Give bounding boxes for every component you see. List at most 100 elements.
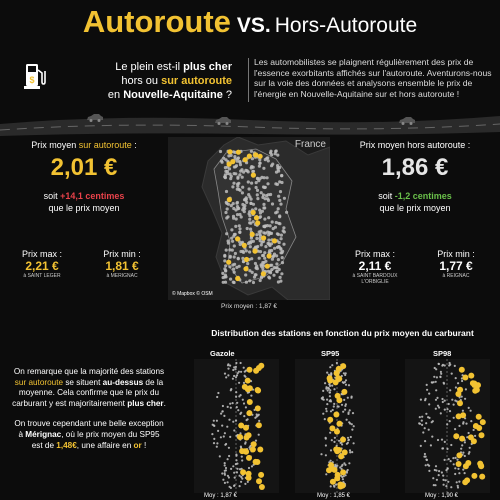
- station-dot[interactable]: [273, 246, 277, 250]
- station-point[interactable]: [217, 429, 220, 432]
- station-point[interactable]: [348, 449, 352, 452]
- station-point[interactable]: [224, 466, 228, 470]
- station-dot[interactable]: [247, 187, 251, 191]
- station-point[interactable]: [428, 392, 431, 395]
- station-dot[interactable]: [272, 273, 276, 277]
- station-dot[interactable]: [275, 254, 279, 258]
- station-point[interactable]: [454, 472, 457, 476]
- station-dot[interactable]: [276, 207, 280, 211]
- highway-station-point[interactable]: [329, 425, 336, 432]
- station-dot[interactable]: [234, 224, 238, 228]
- station-point[interactable]: [226, 405, 229, 408]
- highway-station-point[interactable]: [246, 454, 252, 461]
- station-dot[interactable]: [261, 253, 265, 258]
- highway-station-dot[interactable]: [271, 238, 278, 244]
- highway-station-point[interactable]: [462, 463, 469, 470]
- station-dot[interactable]: [221, 271, 225, 275]
- highway-station-dot[interactable]: [235, 236, 241, 242]
- station-point[interactable]: [223, 432, 226, 435]
- station-dot[interactable]: [279, 247, 283, 251]
- station-dot[interactable]: [220, 160, 224, 164]
- station-dot[interactable]: [232, 244, 236, 248]
- station-point[interactable]: [250, 465, 254, 468]
- station-point[interactable]: [463, 472, 466, 475]
- station-point[interactable]: [457, 382, 460, 385]
- station-dot[interactable]: [274, 149, 278, 153]
- station-point[interactable]: [237, 370, 240, 373]
- station-point[interactable]: [345, 418, 348, 421]
- highway-station-point[interactable]: [246, 366, 253, 373]
- station-dot[interactable]: [275, 182, 279, 186]
- highway-station-point[interactable]: [336, 420, 343, 427]
- highway-station-dot[interactable]: [260, 271, 266, 277]
- station-dot[interactable]: [258, 161, 262, 165]
- station-dot[interactable]: [231, 185, 235, 189]
- station-point[interactable]: [474, 434, 477, 437]
- station-dot[interactable]: [238, 227, 242, 231]
- station-dot[interactable]: [226, 202, 230, 206]
- station-dot[interactable]: [264, 245, 268, 249]
- station-dot[interactable]: [258, 208, 262, 212]
- station-point[interactable]: [238, 395, 241, 398]
- station-dot[interactable]: [223, 273, 227, 277]
- highway-station-dot[interactable]: [242, 157, 248, 163]
- station-point[interactable]: [341, 443, 344, 446]
- station-dot[interactable]: [240, 168, 244, 172]
- highway-station-point[interactable]: [258, 484, 265, 490]
- station-point[interactable]: [350, 395, 353, 398]
- station-point[interactable]: [464, 388, 467, 391]
- station-dot[interactable]: [254, 185, 258, 190]
- station-dot[interactable]: [255, 193, 259, 197]
- station-dot[interactable]: [276, 153, 280, 157]
- station-dot[interactable]: [264, 259, 268, 263]
- station-dot[interactable]: [257, 256, 261, 260]
- station-dot[interactable]: [271, 255, 275, 259]
- station-point[interactable]: [347, 412, 350, 415]
- station-point[interactable]: [216, 395, 219, 399]
- station-point[interactable]: [341, 381, 344, 384]
- station-point[interactable]: [247, 466, 251, 470]
- station-point[interactable]: [435, 469, 438, 472]
- station-point[interactable]: [232, 368, 235, 372]
- station-dot[interactable]: [278, 214, 282, 218]
- station-dot[interactable]: [248, 217, 252, 221]
- highway-station-point[interactable]: [470, 438, 477, 445]
- station-point[interactable]: [258, 419, 261, 422]
- station-dot[interactable]: [255, 176, 260, 180]
- station-point[interactable]: [419, 398, 422, 401]
- station-point[interactable]: [466, 436, 469, 439]
- station-dot[interactable]: [263, 197, 267, 201]
- station-point[interactable]: [238, 485, 241, 488]
- highway-station-point[interactable]: [326, 375, 333, 382]
- station-dot[interactable]: [250, 157, 254, 161]
- station-dot[interactable]: [225, 207, 229, 211]
- station-point[interactable]: [349, 435, 352, 439]
- station-point[interactable]: [461, 409, 464, 412]
- station-dot[interactable]: [254, 266, 258, 270]
- highway-station-dot[interactable]: [226, 197, 232, 203]
- station-point[interactable]: [428, 464, 431, 467]
- station-dot[interactable]: [254, 181, 258, 185]
- station-dot[interactable]: [258, 236, 262, 240]
- station-point[interactable]: [234, 419, 238, 422]
- station-dot[interactable]: [225, 232, 229, 236]
- station-dot[interactable]: [255, 188, 260, 192]
- station-point[interactable]: [448, 410, 452, 413]
- station-point[interactable]: [229, 406, 232, 409]
- station-point[interactable]: [462, 468, 465, 471]
- station-dot[interactable]: [244, 273, 248, 277]
- station-dot[interactable]: [266, 159, 270, 163]
- station-dot[interactable]: [263, 224, 267, 229]
- station-point[interactable]: [227, 446, 230, 449]
- station-point[interactable]: [233, 471, 236, 474]
- station-dot[interactable]: [232, 255, 236, 259]
- station-dot[interactable]: [250, 257, 254, 261]
- station-dot[interactable]: [228, 248, 232, 252]
- station-dot[interactable]: [243, 197, 247, 201]
- station-point[interactable]: [325, 410, 328, 413]
- highway-station-dot[interactable]: [257, 153, 263, 159]
- station-point[interactable]: [250, 394, 253, 397]
- highway-station-point[interactable]: [245, 470, 252, 477]
- station-point[interactable]: [235, 471, 239, 474]
- station-point[interactable]: [222, 478, 225, 481]
